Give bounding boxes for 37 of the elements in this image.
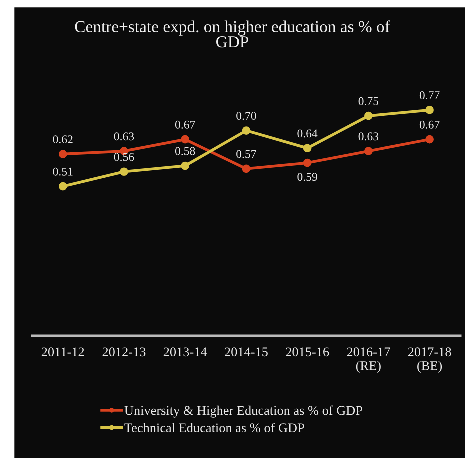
data-label: 0.63 — [358, 132, 379, 141]
data-label: 0.57 — [236, 150, 256, 158]
point — [364, 147, 373, 156]
legend-label: Technical Education as % of GDP — [124, 423, 304, 433]
legend-label: University & Higher Education as % of GDP — [124, 406, 362, 418]
data-label: 0.75 — [358, 97, 379, 106]
x-tick-label: 2014-15 — [225, 348, 268, 357]
x-tick-label: 2013-14 — [164, 348, 208, 357]
data-label: 0.67 — [175, 120, 196, 129]
point — [303, 158, 312, 168]
point — [120, 168, 128, 176]
point — [181, 135, 190, 144]
data-label: 0.51 — [53, 168, 73, 176]
data-label: 0.59 — [298, 173, 318, 182]
point — [58, 150, 68, 158]
x-tick-label: 2015-16 — [286, 348, 330, 357]
data-label: 0.77 — [420, 92, 440, 100]
data-label: 0.70 — [236, 112, 256, 120]
data-label: 0.56 — [114, 153, 134, 162]
data-label: 0.62 — [53, 136, 73, 144]
point — [426, 106, 434, 114]
data-label: 0.63 — [114, 132, 134, 141]
point — [303, 144, 312, 153]
data-label: 0.67 — [420, 120, 440, 129]
point — [426, 135, 434, 144]
x-tick-label: 2016-17 (RE) — [347, 348, 390, 374]
point — [364, 112, 373, 120]
chart-title: Centre+state expd. on higher education as % of GDP — [75, 20, 390, 48]
x-tick-label: 2011-12 — [42, 348, 84, 357]
point — [181, 162, 190, 170]
data-label: 0.58 — [175, 147, 196, 156]
point — [58, 182, 68, 191]
data-label: 0.64 — [298, 130, 318, 138]
x-tick-label: 2017-18 (BE) — [408, 348, 452, 374]
x-tick-label: 2012-13 — [102, 348, 146, 357]
point — [242, 164, 251, 174]
point — [242, 126, 251, 135]
